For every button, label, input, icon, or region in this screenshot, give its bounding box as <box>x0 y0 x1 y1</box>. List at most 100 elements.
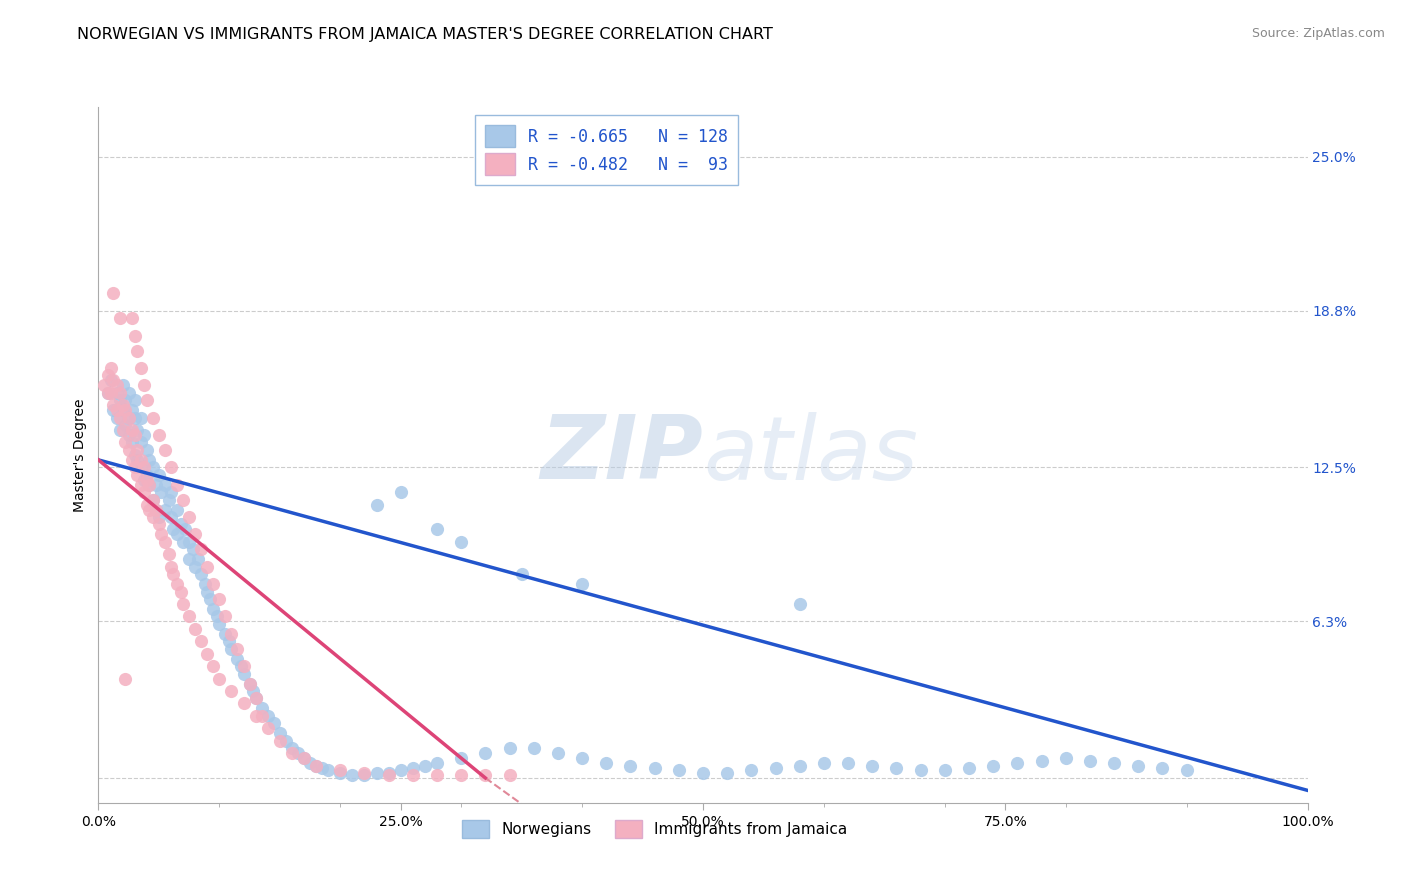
Point <box>208 672 231 686</box>
Point <box>134 378 156 392</box>
Point <box>353 766 375 780</box>
Point <box>105 378 128 392</box>
Point <box>97 368 120 383</box>
Point <box>124 410 146 425</box>
Point <box>256 721 278 735</box>
Point <box>1128 758 1150 772</box>
Point <box>377 768 399 782</box>
Point <box>221 641 243 656</box>
Point <box>135 467 157 482</box>
Point <box>129 435 152 450</box>
Point <box>142 410 165 425</box>
Point <box>232 659 254 673</box>
Point <box>145 477 167 491</box>
Point <box>413 758 436 772</box>
Point <box>329 766 352 780</box>
Point <box>111 378 134 392</box>
Point <box>221 684 243 698</box>
Point <box>162 567 184 582</box>
Point <box>97 385 120 400</box>
Point <box>118 428 141 442</box>
Point <box>172 492 194 507</box>
Point <box>142 510 165 524</box>
Point <box>242 684 264 698</box>
Point <box>108 410 131 425</box>
Point <box>179 609 201 624</box>
Point <box>957 761 980 775</box>
Point <box>169 517 191 532</box>
Point <box>232 666 254 681</box>
Point <box>148 467 170 482</box>
Point <box>311 761 333 775</box>
Point <box>692 766 714 780</box>
Point <box>148 510 170 524</box>
Point <box>789 758 811 772</box>
Legend: Norwegians, Immigrants from Jamaica: Norwegians, Immigrants from Jamaica <box>456 814 853 844</box>
Point <box>160 485 183 500</box>
Point <box>250 701 273 715</box>
Point <box>150 485 173 500</box>
Point <box>124 448 146 462</box>
Point <box>269 726 291 740</box>
Point <box>135 498 157 512</box>
Point <box>221 627 243 641</box>
Point <box>740 764 762 778</box>
Point <box>169 584 191 599</box>
Point <box>198 592 221 607</box>
Point <box>305 758 328 772</box>
Point <box>129 410 152 425</box>
Point <box>187 552 209 566</box>
Point <box>153 477 176 491</box>
Point <box>134 473 156 487</box>
Point <box>981 758 1004 772</box>
Point <box>166 577 188 591</box>
Point <box>292 751 315 765</box>
Point <box>837 756 859 770</box>
Point <box>93 378 115 392</box>
Point <box>474 768 496 782</box>
Point <box>498 741 520 756</box>
Point <box>190 542 212 557</box>
Point <box>127 453 149 467</box>
Point <box>174 523 197 537</box>
Point <box>789 597 811 611</box>
Point <box>142 492 165 507</box>
Point <box>208 592 231 607</box>
Point <box>108 393 131 408</box>
Point <box>1031 754 1053 768</box>
Point <box>229 659 252 673</box>
Point <box>101 286 124 301</box>
Point <box>250 708 273 723</box>
Point <box>316 764 339 778</box>
Point <box>135 393 157 408</box>
Point <box>160 559 183 574</box>
Point <box>100 360 122 375</box>
Point <box>179 552 201 566</box>
Point <box>1054 751 1077 765</box>
Point <box>263 716 285 731</box>
Text: NORWEGIAN VS IMMIGRANTS FROM JAMAICA MASTER'S DEGREE CORRELATION CHART: NORWEGIAN VS IMMIGRANTS FROM JAMAICA MAS… <box>77 27 773 42</box>
Point <box>145 502 167 516</box>
Point <box>135 473 157 487</box>
Point <box>121 435 143 450</box>
Point <box>329 764 352 778</box>
Point <box>114 403 136 417</box>
Point <box>214 627 236 641</box>
Point <box>366 498 388 512</box>
Point <box>245 708 267 723</box>
Point <box>138 502 160 516</box>
Point <box>214 609 236 624</box>
Point <box>127 343 149 358</box>
Point <box>202 602 225 616</box>
Text: atlas: atlas <box>703 412 918 498</box>
Point <box>510 567 533 582</box>
Point <box>105 385 128 400</box>
Point <box>148 517 170 532</box>
Point <box>179 510 201 524</box>
Point <box>1078 754 1101 768</box>
Point <box>150 527 173 541</box>
Point <box>100 373 122 387</box>
Point <box>114 672 136 686</box>
Point <box>299 756 322 770</box>
Point <box>101 373 124 387</box>
